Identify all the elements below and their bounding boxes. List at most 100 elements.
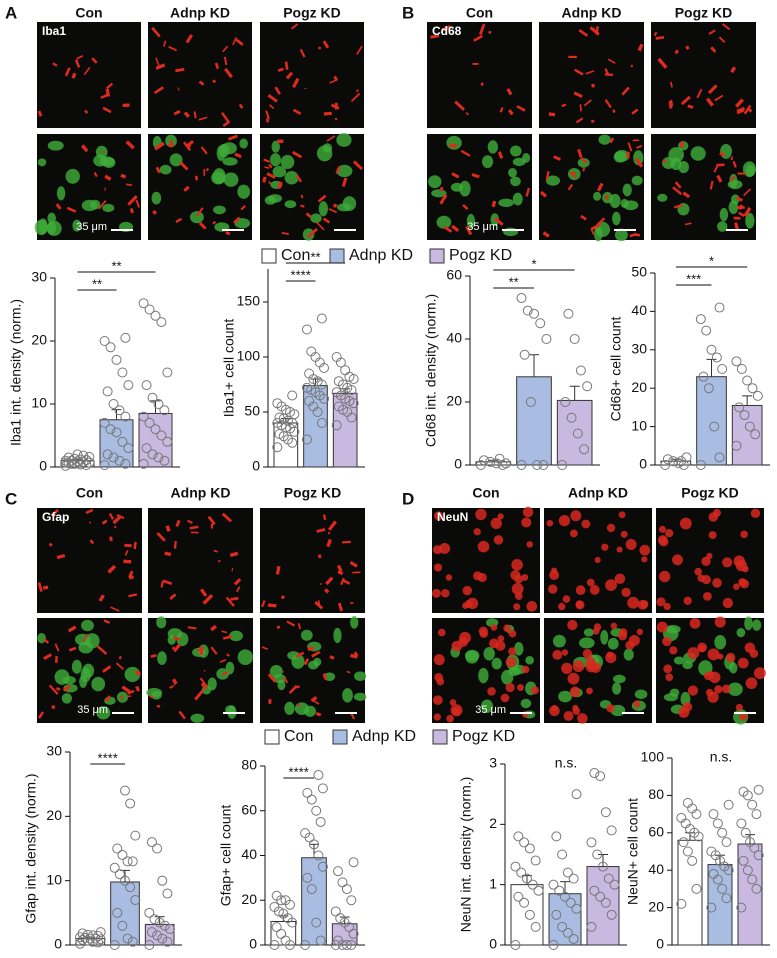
red-process [277,181,283,190]
data-point [333,935,344,946]
data-point [739,410,750,421]
legend-label: Pogz KD [452,728,515,745]
red-process [89,539,95,545]
green-cell [62,676,76,685]
red-process [629,232,638,238]
red-process [126,183,132,187]
red-process [172,678,178,685]
green-cell [151,690,162,700]
red-process [465,225,473,236]
data-point [519,837,530,848]
red-cell [683,596,692,605]
red-cell [567,672,580,685]
red-process [84,109,89,114]
micrograph-cells [653,23,753,115]
red-cell [606,704,615,713]
red-cell [546,519,554,527]
significance-label: *** [686,271,701,286]
data-point [600,807,611,818]
red-cell [606,523,616,533]
red-process [685,45,690,50]
red-process [160,580,165,588]
data-point [565,897,576,908]
data-point [87,936,98,947]
red-process [317,554,322,559]
green-cell [234,218,251,229]
data-point [340,365,351,376]
red-cell [440,588,450,598]
data-point [159,455,170,466]
red-cell [712,508,721,517]
red-process [292,77,300,88]
red-process [199,677,208,687]
red-cell [753,667,766,680]
y-axis-label: Gfap+ cell count [218,805,234,907]
red-process [337,602,344,612]
red-process [42,585,49,590]
red-cell [707,648,720,661]
data-point [125,798,136,809]
green-cell [682,660,693,670]
red-process [291,150,303,159]
significance-label: **** [291,267,311,282]
data-point [153,452,164,463]
red-cell [740,530,748,539]
red-process [636,144,643,149]
red-process [451,224,460,233]
red-cell [739,712,748,721]
red-process [672,186,683,196]
red-process [74,59,81,68]
red-process [481,23,486,28]
red-cell [620,530,628,538]
red-process [234,152,242,159]
y-tick-label: 2 [489,815,497,831]
annotation: n.s. [555,755,578,771]
red-process [50,509,59,517]
red-process [730,156,734,161]
red-process [268,180,272,185]
red-cell [552,649,563,660]
red-process [155,166,161,174]
red-process [96,645,108,655]
red-process [525,187,531,197]
bar [707,864,733,946]
red-cell [703,671,713,681]
green-cell [481,155,494,169]
data-point [108,399,119,409]
red-process [305,212,312,219]
image-header: Pogz KD [284,485,342,501]
y-tick-label: 20 [46,807,62,823]
red-cell [582,648,593,659]
data-point [695,314,706,325]
red-cell [477,540,490,553]
red-process [299,48,306,58]
data-point [695,460,706,470]
y-tick-label: 20 [648,898,664,914]
red-process [48,542,53,547]
data-point [703,383,714,394]
red-process [205,167,210,172]
micrograph-cells [260,514,361,612]
red-process [290,23,299,30]
red-process [82,633,89,643]
red-cell [639,544,651,556]
red-process [62,684,71,692]
micrograph-cells [657,141,756,232]
red-process [591,83,595,88]
red-process [669,81,673,88]
red-process [213,549,218,553]
red-process [730,66,737,74]
green-cell [690,146,706,161]
marker-label: Iba1 [42,24,66,38]
data-point [105,424,116,435]
green-cell [213,205,226,215]
red-process [465,112,470,116]
red-process [198,221,207,230]
data-point [513,831,524,842]
red-process [162,579,173,586]
red-process [221,630,228,634]
data-point [551,831,562,842]
red-process [575,117,584,124]
red-process [52,62,58,67]
red-process [631,108,639,115]
